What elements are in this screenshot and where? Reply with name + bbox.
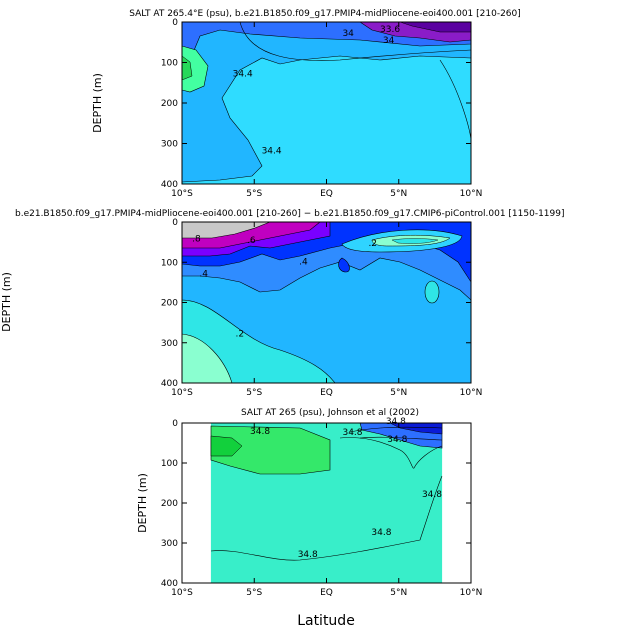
x-tick-label: 10°N <box>460 388 483 398</box>
y-tick-label: 100 <box>161 258 178 268</box>
contour-label: .8 <box>192 234 201 244</box>
contour-label: 33.6 <box>380 25 400 35</box>
y-tick-label: 200 <box>161 99 178 109</box>
x-tick-label: EQ <box>320 189 333 199</box>
x-tick-label: 5°S <box>246 588 262 598</box>
contour-label: 34 <box>342 29 354 39</box>
contour-label: 34.4 <box>262 147 282 157</box>
x-tick-label: 5°N <box>390 388 407 398</box>
panel-1-band-surface-core <box>399 22 471 33</box>
y-tick-label: 300 <box>161 339 178 349</box>
y-tick-label: 100 <box>161 59 178 69</box>
contour-label: 34.8 <box>298 550 318 560</box>
y-tick-label: 300 <box>161 539 178 549</box>
panel-3-contour-a <box>210 475 443 561</box>
contour-label: 34.4 <box>233 70 253 80</box>
y-tick-label: 0 <box>172 419 178 429</box>
panel-2-contour-labels: .8 .6 .4 .4 .2 .2 <box>192 234 377 339</box>
panel-1-contour-b <box>439 59 471 141</box>
y-tick-label: 0 <box>172 218 178 228</box>
panel-3-data-region <box>210 423 443 583</box>
panel-3-contour-labels: 34.8 34.8 34.8 34.8 34.8 34.8 34.8 <box>250 417 442 560</box>
contour-label: .4 <box>199 269 208 279</box>
panel-3-contour-d <box>359 436 443 441</box>
x-tick-label: EQ <box>320 388 333 398</box>
contour-label: .6 <box>247 236 256 246</box>
y-tick-label: 400 <box>161 579 178 589</box>
panel-3-band-high-core <box>210 435 243 457</box>
panel-1-ylabel: DEPTH (m) <box>91 73 104 133</box>
contour-label: .2 <box>368 239 377 249</box>
panel-2-band-eddy-inner <box>391 238 439 244</box>
panel-2-ticks: 10°S 5°S EQ 5°N 10°N 0 100 200 300 400 <box>161 218 483 398</box>
contour-label: 34.8 <box>386 417 406 427</box>
panel-3-title: SALT AT 265 (psu), Johnson et al (2002) <box>241 408 419 418</box>
panel-1-band-high <box>182 45 209 93</box>
panel-3-band-high <box>210 425 331 475</box>
x-tick-label: 10°N <box>460 588 483 598</box>
panel-3-field <box>182 423 471 583</box>
x-tick-label: 10°S <box>171 388 193 398</box>
x-tick-label: 10°S <box>171 588 193 598</box>
y-tick-label: 400 <box>161 379 178 389</box>
panel-1-contour-a <box>239 22 471 61</box>
panel-3-contour-b <box>339 437 443 469</box>
panel-1: SALT AT 265.4°E (psu), b.e21.B1850.f09_g… <box>91 9 521 199</box>
y-tick-label: 400 <box>161 180 178 190</box>
figure-xlabel: Latitude <box>297 613 355 629</box>
panel-2-title: b.e21.B1850.f09_g17.PMIP4-midPliocene-eo… <box>15 209 565 219</box>
x-tick-label: 5°N <box>390 189 407 199</box>
contour-label: .4 <box>299 257 308 267</box>
x-tick-label: 5°S <box>246 189 262 199</box>
x-tick-label: EQ <box>320 588 333 598</box>
contour-label: 34.8 <box>422 490 442 500</box>
contour-label: .2 <box>236 330 245 340</box>
panel-2-field <box>182 222 471 383</box>
panel-3-ticks: 10°S 5°S EQ 5°N 10°N 0 100 200 300 400 <box>161 419 483 598</box>
contour-label: 34 <box>383 36 395 46</box>
x-tick-label: 10°S <box>171 189 193 199</box>
panel-3-ylabel: DEPTH (m) <box>136 473 149 533</box>
contour-label: 34.8 <box>387 435 407 445</box>
contour-label: 34.8 <box>371 528 391 538</box>
x-tick-label: 5°N <box>390 588 407 598</box>
y-tick-label: 200 <box>161 499 178 509</box>
panel-1-field <box>182 22 471 184</box>
contour-label: 34.8 <box>250 427 270 437</box>
panel-1-title: SALT AT 265.4°E (psu), b.e21.B1850.f09_g… <box>129 9 521 19</box>
panel-2: b.e21.B1850.f09_g17.PMIP4-midPliocene-eo… <box>0 209 565 398</box>
panel-2-band-surface <box>182 222 271 239</box>
panel-2-ylabel: DEPTH (m) <box>0 272 13 332</box>
contour-label: 34.8 <box>342 428 362 438</box>
x-tick-label: 10°N <box>460 189 483 199</box>
y-tick-label: 100 <box>161 459 178 469</box>
panel-3-contour-c <box>349 426 443 433</box>
y-tick-label: 200 <box>161 299 178 309</box>
x-tick-label: 5°S <box>246 388 262 398</box>
panel-2-contour-a <box>338 257 350 273</box>
y-tick-label: 0 <box>172 18 178 28</box>
panel-1-ticks: 10°S 5°S EQ 5°N 10°N 0 100 200 300 400 <box>161 18 483 199</box>
panel-3: SALT AT 265 (psu), Johnson et al (2002) … <box>136 408 482 598</box>
panel-2-band-blob <box>424 280 440 304</box>
panel-1-band-mid <box>182 22 471 183</box>
y-tick-label: 300 <box>161 140 178 150</box>
